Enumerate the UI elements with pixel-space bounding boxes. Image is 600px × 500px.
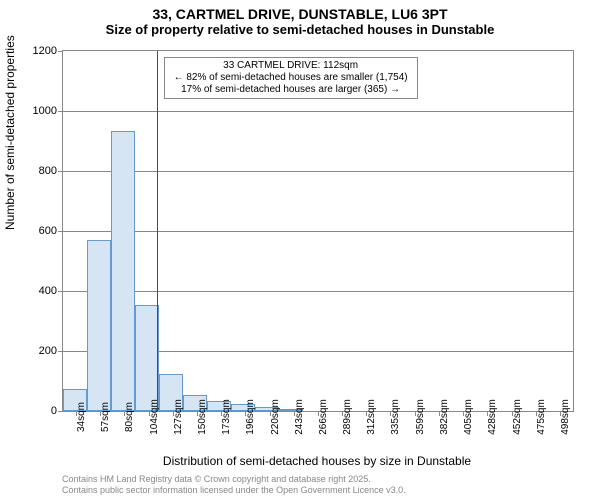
x-tick-label: 498sqm	[560, 399, 571, 435]
x-tick-label: 80sqm	[124, 402, 135, 432]
x-tick-label: 405sqm	[463, 399, 474, 435]
y-tick-mark	[58, 171, 63, 172]
x-tick-label: 127sqm	[173, 399, 184, 435]
y-tick-mark	[58, 231, 63, 232]
page-title: 33, CARTMEL DRIVE, DUNSTABLE, LU6 3PT	[0, 0, 600, 22]
gridline	[63, 111, 573, 112]
x-tick-label: 150sqm	[197, 399, 208, 435]
x-tick-label: 220sqm	[270, 399, 281, 435]
annotation-line: 17% of semi-detached houses are larger (…	[169, 84, 413, 96]
y-tick-mark	[58, 111, 63, 112]
chart-container: 33, CARTMEL DRIVE, DUNSTABLE, LU6 3PT Si…	[0, 0, 600, 500]
annotation-line: 33 CARTMEL DRIVE: 112sqm	[169, 60, 413, 72]
y-axis-label: Number of semi-detached properties	[3, 35, 17, 230]
histogram-bar	[111, 131, 135, 412]
x-tick-label: 266sqm	[318, 399, 329, 435]
footer-attribution: Contains HM Land Registry data © Crown c…	[62, 474, 406, 496]
x-tick-label: 335sqm	[390, 399, 401, 435]
y-tick-label: 600	[39, 225, 57, 237]
x-tick-label: 312sqm	[366, 399, 377, 435]
y-tick-mark	[58, 411, 63, 412]
x-tick-label: 452sqm	[512, 399, 523, 435]
gridline	[63, 291, 573, 292]
x-tick-label: 382sqm	[439, 399, 450, 435]
footer-line-2: Contains public sector information licen…	[62, 485, 406, 496]
chart-plot-area: 02004006008001000120034sqm57sqm80sqm104s…	[62, 50, 574, 412]
gridline	[63, 231, 573, 232]
x-axis-label: Distribution of semi-detached houses by …	[62, 454, 572, 468]
x-tick-label: 359sqm	[415, 399, 426, 435]
x-tick-label: 475sqm	[536, 399, 547, 435]
x-tick-label: 196sqm	[245, 399, 256, 435]
x-tick-label: 289sqm	[342, 399, 353, 435]
y-tick-mark	[58, 291, 63, 292]
y-tick-mark	[58, 51, 63, 52]
reference-line	[157, 51, 158, 411]
x-tick-label: 428sqm	[487, 399, 498, 435]
x-tick-label: 173sqm	[221, 399, 232, 435]
histogram-bar	[135, 305, 159, 412]
x-tick-label: 34sqm	[76, 402, 87, 432]
gridline	[63, 171, 573, 172]
y-tick-label: 1000	[33, 105, 57, 117]
y-tick-label: 800	[39, 165, 57, 177]
annotation-box: 33 CARTMEL DRIVE: 112sqm← 82% of semi-de…	[164, 57, 418, 99]
x-tick-label: 243sqm	[294, 399, 305, 435]
page-subtitle: Size of property relative to semi-detach…	[0, 22, 600, 37]
x-tick-label: 57sqm	[100, 402, 111, 432]
y-tick-label: 1200	[33, 45, 57, 57]
y-tick-label: 200	[39, 345, 57, 357]
histogram-bar	[87, 240, 111, 411]
y-tick-mark	[58, 351, 63, 352]
y-tick-label: 400	[39, 285, 57, 297]
annotation-line: ← 82% of semi-detached houses are smalle…	[169, 72, 413, 84]
y-tick-label: 0	[51, 405, 57, 417]
footer-line-1: Contains HM Land Registry data © Crown c…	[62, 474, 406, 485]
